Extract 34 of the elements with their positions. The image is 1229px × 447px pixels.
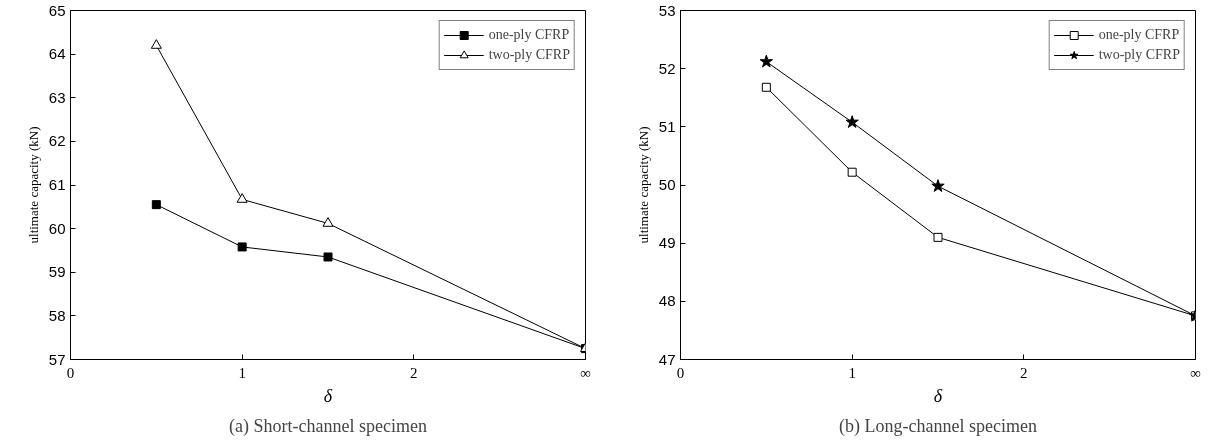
y-tick-label: 53 [658, 1, 676, 19]
y-tick-label: 49 [658, 234, 676, 252]
x-tick-label: 2 [410, 364, 418, 381]
y-tick-label: 65 [48, 1, 66, 19]
y-tick-label: 59 [48, 263, 66, 281]
y-axis-title: ultimate capacity (kN) [25, 126, 41, 244]
y-tick-label: 48 [658, 292, 676, 310]
text: (b) Long-channel specimen [839, 415, 1037, 437]
y-tick-label: 62 [48, 132, 66, 150]
x-axis-title: δ [323, 385, 333, 406]
y-tick-label: 50 [658, 176, 676, 193]
y-axis-title: ultimate capacity (kN) [635, 126, 651, 244]
x-tick-label: ∞ [580, 364, 591, 381]
legend-label: two-ply CFRP [488, 47, 570, 63]
x-tick-label: 0 [676, 364, 685, 381]
y-tick-label: 51 [658, 117, 676, 135]
x-tick-label: 1 [848, 364, 856, 381]
x-tick-label: 1 [238, 364, 246, 381]
y-tick-label: 57 [48, 350, 66, 368]
y-tick-label: 64 [48, 45, 66, 63]
y-tick-label: 60 [48, 219, 66, 237]
y-tick-label: 58 [48, 306, 66, 324]
x-tick-label: ∞ [1190, 364, 1201, 381]
y-tick-label: 63 [48, 88, 66, 106]
y-tick-label: 47 [658, 350, 676, 368]
legend-label: one-ply CFRP [488, 27, 570, 43]
x-tick-label: 0 [66, 364, 75, 381]
text: (a) Short-channel specimen [229, 415, 427, 437]
x-axis-title: δ [933, 385, 943, 406]
legend-label: two-ply CFRP [1098, 47, 1180, 63]
y-tick-label: 61 [48, 176, 66, 193]
x-tick-label: 2 [1020, 364, 1028, 381]
y-tick-label: 52 [658, 59, 676, 77]
legend-label: one-ply CFRP [1098, 27, 1180, 43]
